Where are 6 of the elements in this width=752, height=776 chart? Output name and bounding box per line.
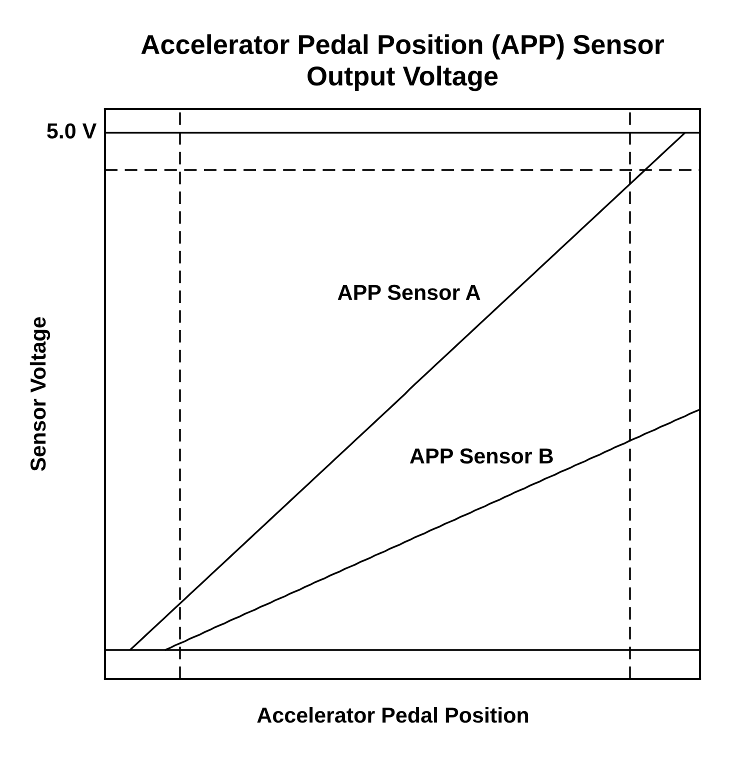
series-label: APP Sensor B bbox=[410, 448, 553, 464]
chart-title: Accelerator Pedal Position (APP) Sensor Output Voltage bbox=[141, 34, 664, 92]
ref-line-label: 5.0 V bbox=[47, 123, 97, 139]
y-axis-title: Sensor Voltage bbox=[30, 317, 50, 471]
x-axis-title: Accelerator Pedal Position bbox=[257, 706, 528, 723]
series-label: APP Sensor A bbox=[338, 284, 480, 300]
